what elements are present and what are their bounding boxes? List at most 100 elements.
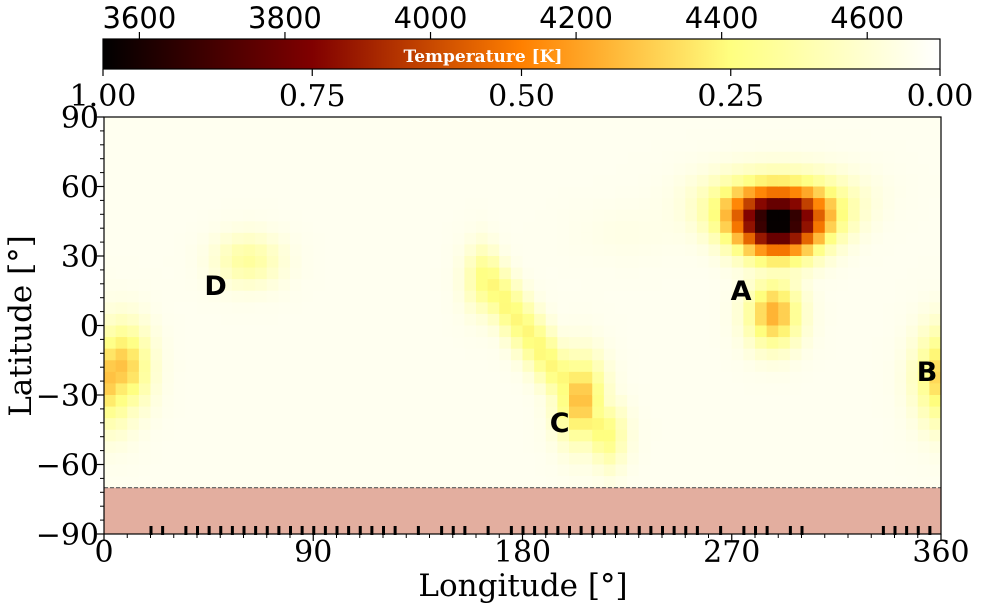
heatmap-cell <box>731 186 744 199</box>
heatmap-cell <box>452 174 465 188</box>
heatmap-cell <box>824 418 837 431</box>
heatmap-cell <box>417 383 431 396</box>
heatmap-cell <box>417 406 431 419</box>
heatmap-cell <box>731 441 744 454</box>
heatmap-cell <box>301 128 314 141</box>
heatmap-cell <box>557 452 570 466</box>
heatmap-cell <box>220 163 233 176</box>
heatmap-cell <box>336 313 349 327</box>
heatmap-cell <box>197 441 210 454</box>
heatmap-cell <box>336 244 349 257</box>
heatmap-cell <box>313 128 326 141</box>
heatmap-cell <box>278 325 291 338</box>
heatmap-cell <box>313 302 326 315</box>
heatmap-cell <box>720 267 733 280</box>
observation-tick <box>440 526 444 535</box>
heatmap-cell <box>127 313 140 327</box>
heatmap-cell <box>708 198 721 211</box>
heatmap-cell <box>383 406 396 419</box>
heatmap-cell <box>185 140 198 153</box>
heatmap-cell <box>255 186 268 199</box>
heatmap-cell <box>173 337 186 350</box>
heatmap-cell <box>324 279 338 292</box>
heatmap-cell <box>673 429 686 442</box>
heatmap-cell <box>801 441 814 454</box>
heatmap-cell <box>615 279 628 292</box>
heatmap-cell <box>359 383 372 396</box>
heatmap-cell <box>429 441 442 454</box>
heatmap-cell <box>615 313 628 327</box>
observation-tick <box>196 526 199 535</box>
heatmap-cell <box>894 232 907 246</box>
heatmap-cell <box>383 163 396 176</box>
heatmap-cell <box>406 151 419 164</box>
heatmap-cell <box>150 198 163 211</box>
heatmap-cell <box>173 232 186 246</box>
heatmap-cell <box>673 313 686 327</box>
heatmap-cell <box>929 209 941 222</box>
heatmap-cell <box>487 209 500 222</box>
heatmap-cell <box>104 383 117 396</box>
heatmap-cell <box>127 140 140 153</box>
observation-tick <box>509 526 513 535</box>
heatmap-cell <box>813 209 826 222</box>
heatmap-cell <box>371 198 384 211</box>
heatmap-cell <box>383 256 396 269</box>
heatmap-cell <box>685 325 698 338</box>
heatmap-cell <box>510 452 524 466</box>
colorbar-bar <box>102 38 941 70</box>
heatmap-cell <box>859 267 872 280</box>
heatmap-cell <box>859 151 872 164</box>
heatmap-cell <box>522 163 535 176</box>
heatmap-cell <box>336 476 349 489</box>
heatmap-cell <box>336 256 349 269</box>
heatmap-cell <box>301 371 314 385</box>
heatmap-cell <box>324 360 338 373</box>
heatmap-cell <box>266 418 279 431</box>
heatmap-cell <box>220 313 233 327</box>
heatmap-cell <box>685 383 698 396</box>
heatmap-cell <box>894 117 907 130</box>
heatmap-cell <box>882 198 896 211</box>
heatmap-cell <box>696 140 710 153</box>
heatmap-cell <box>510 383 524 396</box>
heatmap-cell <box>766 337 779 350</box>
heatmap-cell <box>208 383 221 396</box>
heatmap-cell <box>789 174 803 188</box>
heatmap-cell <box>231 174 245 188</box>
colorbar-contrast-tick-label: 0.75 <box>279 79 346 114</box>
heatmap-cell <box>383 302 396 315</box>
heatmap-cell <box>487 429 500 442</box>
heatmap-cell <box>592 267 605 280</box>
heatmap-cell <box>534 198 547 211</box>
heatmap-cell <box>534 290 547 303</box>
heatmap-cell <box>406 186 419 199</box>
heatmap-cell <box>185 383 198 396</box>
heatmap-cell <box>476 279 489 292</box>
heatmap-cell <box>708 267 721 280</box>
heatmap-cell <box>813 418 826 431</box>
heatmap-cell <box>569 476 582 489</box>
heatmap-cell <box>441 348 454 361</box>
heatmap-cell <box>150 267 163 280</box>
heatmap-cell <box>615 383 628 396</box>
heatmap-cell <box>813 371 826 385</box>
heatmap-cell <box>720 244 733 257</box>
observation-tick <box>265 526 269 535</box>
heatmap-cell <box>243 290 256 303</box>
heatmap-cell <box>603 383 617 396</box>
heatmap-cell <box>871 151 884 164</box>
heatmap-cell <box>173 244 186 257</box>
heatmap-cell <box>778 290 791 303</box>
heatmap-cell <box>778 395 791 408</box>
heatmap-cell <box>882 140 896 153</box>
heatmap-cell <box>824 186 837 199</box>
heatmap-cell <box>871 360 884 373</box>
heatmap-cell <box>603 256 617 269</box>
heatmap-cell <box>359 244 372 257</box>
heatmap-cell <box>510 117 524 130</box>
heatmap-cell <box>638 151 651 164</box>
heatmap-cell <box>138 186 152 199</box>
heatmap-cell <box>557 429 570 442</box>
heatmap-cell <box>185 279 198 292</box>
